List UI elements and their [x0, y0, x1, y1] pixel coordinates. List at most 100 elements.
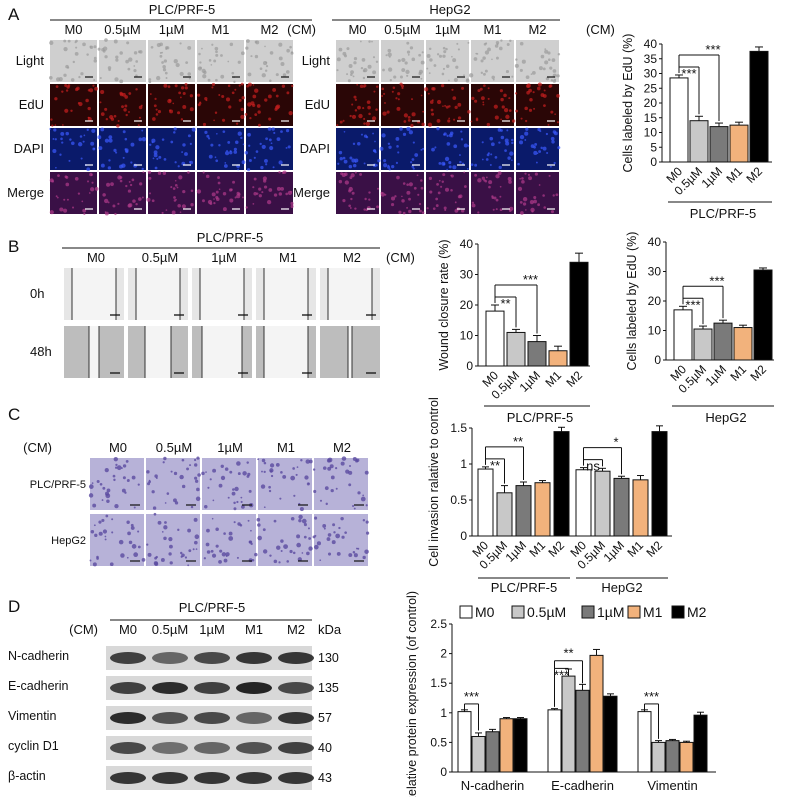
panel-c-cell-dot — [250, 529, 252, 532]
panel-a-plc-cell-dot — [215, 50, 218, 54]
panel-a-plc-cell-dot — [206, 134, 210, 138]
panel-c-cell-dot — [312, 468, 316, 471]
panel-a-hepg2-cell-dot — [358, 113, 363, 119]
panel-a-hepg2-cell-dot — [495, 40, 500, 45]
panel-a-plc-cell-dot — [174, 179, 177, 182]
panel-a-hepg2-cell-dot — [524, 119, 528, 123]
chart-D-protein-legend-label: 1µM — [597, 604, 625, 620]
panel-c-cell-dot — [105, 514, 109, 518]
panel-a-plc-cell-dot — [173, 59, 178, 64]
panel-a-hepg2-cell-dot — [517, 186, 523, 192]
panel-a-plc-cell-dot — [290, 204, 294, 209]
panel-a-hepg2-cell-dot — [343, 54, 348, 58]
panel-c-cell-dot — [280, 539, 284, 543]
panel-c-cell-dot — [262, 528, 266, 532]
panel-a-plc-cell-dot — [265, 137, 268, 141]
panel-a-plc-cell-dot — [290, 51, 294, 55]
panel-a-plc-cell-dot — [213, 198, 215, 200]
panel-a-hepg2-cell-dot — [467, 41, 470, 44]
panel-a-hepg2-cell-dot — [552, 69, 557, 73]
panel-a-hepg2-cell-dot — [387, 164, 390, 167]
panel-a-hepg2-cell-dot — [373, 90, 376, 93]
panel-a-plc-cell-dot — [78, 102, 83, 107]
panel-a-plc-cell-dot — [79, 135, 83, 138]
panel-a-hepg2-cell-dot — [406, 190, 411, 195]
panel-a-plc-cell-dot — [104, 107, 108, 111]
panel-a-hepg2-cell-dot — [467, 110, 471, 114]
panel-a-plc-cell-dot — [149, 192, 152, 195]
chart-B-wound-sig-label: ** — [500, 296, 510, 311]
panel-a-hepg2-cell-dot — [519, 140, 524, 145]
panel-c-cell-dot — [239, 523, 243, 527]
chart-B-edu-hepg2-y-tick-label: 30 — [648, 265, 662, 279]
panel-c-cell-dot — [335, 487, 338, 490]
panel-c-cell-dot — [301, 518, 307, 524]
panel-a-plc-cell-dot — [182, 190, 186, 194]
panel-a-plc-cell-dot — [204, 97, 208, 101]
panel-a-plc-cell-dot — [161, 211, 164, 215]
panel-a-plc-cell-dot — [181, 151, 183, 153]
panel-a-plc-cell-dot — [127, 67, 131, 71]
panel-a-right-title: HepG2 — [429, 2, 470, 17]
panel-a-hepg2-cell-dot — [477, 211, 480, 214]
panel-a-plc-cell-dot — [127, 189, 132, 193]
panel-a-plc-cell-dot — [61, 90, 64, 93]
panel-c-cell-dot — [151, 490, 155, 494]
panel-a-plc-cell-dot — [165, 77, 168, 80]
panel-a-plc-cell-dot — [85, 98, 89, 103]
panel-a-plc-cell-dot — [240, 51, 245, 56]
panel-a-plc-cell-dot — [51, 124, 54, 127]
panel-a-plc-cell-dot — [282, 73, 287, 77]
panel-c-cell-dot — [234, 486, 239, 492]
panel-a-hepg2-cell-dot — [420, 60, 425, 65]
panel-a-hepg2-cell-dot — [499, 195, 502, 198]
panel-c-cell-dot — [190, 505, 194, 509]
panel-a-hepg2-cell-dot — [412, 141, 415, 144]
panel-a-plc-cell-dot — [65, 182, 70, 187]
panel-a-hepg2-cell-dot — [521, 59, 526, 64]
panel-c-cell-dot — [102, 486, 106, 490]
panel-c-cell-dot — [268, 489, 272, 493]
panel-a-hepg2-cell-dot — [338, 150, 343, 155]
panel-a-plc-cell-dot — [138, 137, 143, 142]
panel-c-cell-dot — [88, 493, 94, 498]
panel-a-hepg2-cell-dot — [519, 177, 521, 180]
panel-a-hepg2-cell-dot — [479, 87, 483, 91]
panel-a-plc-cell-dot — [222, 130, 226, 133]
panel-a-plc-cell-dot — [152, 117, 156, 121]
panel-a-hepg2-cell-dot — [445, 47, 448, 51]
panel-a-plc-cell-dot — [233, 150, 238, 154]
panel-b-col-label: 1µM — [211, 250, 237, 265]
panel-a-plc-cell-dot — [91, 128, 96, 133]
panel-a-plc-cell-dot — [161, 61, 164, 64]
panel-c-cell-dot — [296, 534, 301, 539]
panel-a-plc-cell-dot — [176, 186, 179, 189]
panel-a-plc-cell-dot — [60, 131, 65, 136]
panel-a-hepg2-cell-dot — [453, 118, 456, 121]
chart-B-wound-sig-label: *** — [523, 272, 538, 287]
panel-a-hepg2-cell-dot — [352, 163, 357, 168]
panel-a-hepg2-micrograph — [471, 128, 514, 170]
panel-a-hepg2-cell-dot — [481, 158, 484, 161]
panel-a-plc-cell-dot — [135, 74, 138, 77]
panel-a-plc-cell-dot — [199, 66, 202, 70]
panel-a-plc-cell-dot — [287, 145, 291, 149]
panel-a-hepg2-cell-dot — [398, 210, 402, 214]
panel-a-hepg2-cell-dot — [426, 53, 431, 58]
panel-c-cell-dot — [90, 530, 95, 534]
panel-a-hepg2-cell-dot — [363, 122, 366, 125]
panel-a-plc-cell-dot — [185, 61, 189, 64]
panel-a-plc-cell-dot — [80, 157, 83, 160]
panel-a-hepg2-cell-dot — [395, 97, 398, 100]
panel-c-cell-dot — [273, 559, 278, 564]
panel-a-plc-cell-dot — [90, 187, 95, 192]
panel-a-plc-cell-dot — [259, 142, 262, 146]
panel-a-plc-cell-dot — [291, 84, 294, 88]
panel-a-hepg2-cell-dot — [418, 53, 422, 57]
panel-a-hepg2-cell-dot — [527, 173, 531, 176]
panel-a-hepg2-cell-dot — [448, 79, 450, 82]
panel-a-hepg2-cell-dot — [416, 174, 419, 177]
chart-C-invasion-bar — [553, 431, 570, 537]
panel-d-cm: (CM) — [69, 622, 98, 637]
panel-c-cell-dot — [215, 527, 219, 532]
